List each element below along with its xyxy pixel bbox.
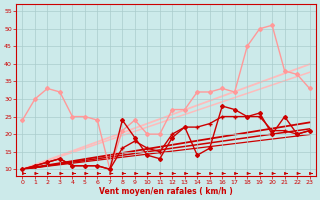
X-axis label: Vent moyen/en rafales ( km/h ): Vent moyen/en rafales ( km/h )	[99, 187, 233, 196]
